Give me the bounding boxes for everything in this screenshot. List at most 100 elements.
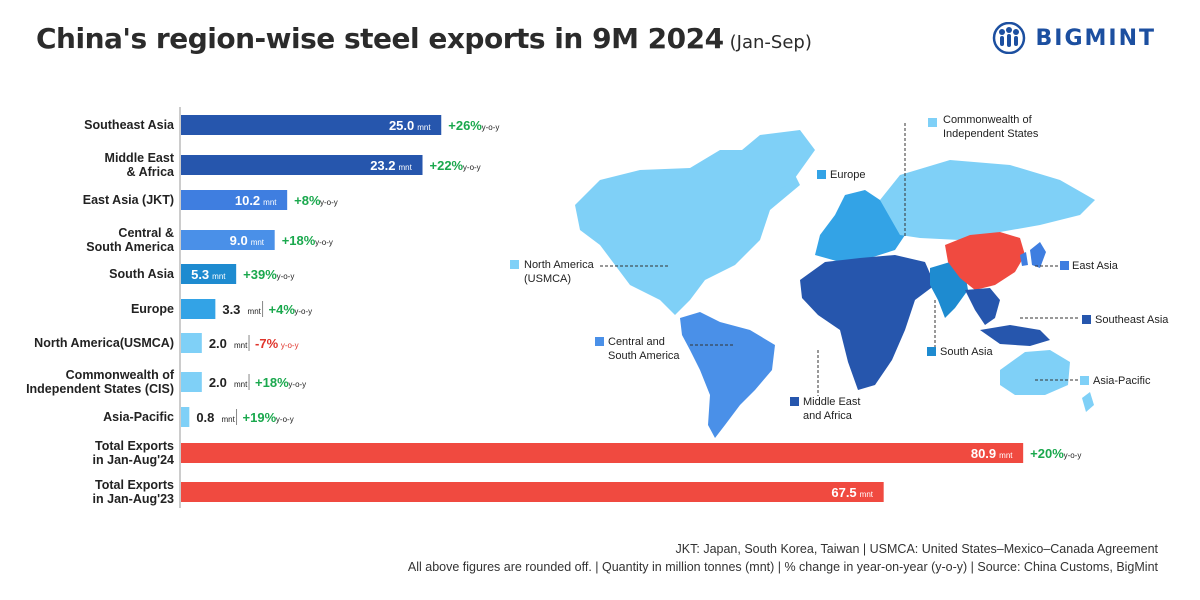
category-label-8: Asia-Pacific xyxy=(103,410,174,424)
chart-title-period: (Jan-Sep) xyxy=(729,32,812,53)
unit-label-9: mnt xyxy=(999,451,1013,460)
value-label-2: 10.2 xyxy=(235,193,260,208)
value-label-4: 5.3 xyxy=(191,267,209,282)
change-label-2: +8% xyxy=(294,193,321,208)
map-legend-swatch-2 xyxy=(510,260,519,269)
bar-1 xyxy=(181,155,423,175)
chart-title: China's region-wise steel exports in 9M … xyxy=(36,22,724,55)
unit-label-1: mnt xyxy=(399,163,413,172)
footnote-abbreviations: JKT: Japan, South Korea, Taiwan | USMCA:… xyxy=(675,542,1158,556)
greenland-shape xyxy=(730,130,815,195)
value-label-6: 2.0 xyxy=(209,336,227,351)
unit-label-2: mnt xyxy=(263,198,277,207)
change-suffix-5: y-o-y xyxy=(294,307,312,316)
value-label-1: 23.2 xyxy=(370,158,395,173)
change-suffix-0: y-o-y xyxy=(482,123,500,132)
category-label-2: East Asia (JKT) xyxy=(83,193,174,207)
chart-title-block: China's region-wise steel exports in 9M … xyxy=(36,22,812,55)
category-label-3: Central & South America xyxy=(86,226,175,254)
brand-name: BIGMINT xyxy=(1035,25,1156,51)
cis-shape xyxy=(880,160,1095,240)
value-label-9: 80.9 xyxy=(971,446,996,461)
bar-8 xyxy=(181,407,190,427)
new-zealand-shape xyxy=(1082,392,1094,412)
bigmint-people-logo-icon xyxy=(993,22,1026,54)
map-legend-swatch-7 xyxy=(1080,376,1089,385)
map-legend-label-1: Europe xyxy=(830,169,865,181)
bar-4 xyxy=(181,264,237,284)
map-legend-label-2: North America (USMCA) xyxy=(524,259,595,285)
map-legend-swatch-4 xyxy=(1082,315,1091,324)
change-suffix-3: y-o-y xyxy=(315,238,333,247)
change-suffix-7: y-o-y xyxy=(288,380,306,389)
value-label-5: 3.3 xyxy=(222,302,240,317)
europe-shape xyxy=(815,190,905,262)
change-label-6: -7% xyxy=(255,336,279,351)
middle-east-africa-shape xyxy=(800,255,935,390)
unit-label-7: mnt xyxy=(234,380,248,389)
map-legend-swatch-8 xyxy=(790,397,799,406)
map-callouts: Commonwealth of Independent States Europe N… xyxy=(510,114,1169,422)
north-america-shape xyxy=(575,150,800,315)
value-label-0: 25.0 xyxy=(389,118,414,133)
change-suffix-9: y-o-y xyxy=(1064,451,1082,460)
bar-10 xyxy=(181,482,884,502)
south-america-shape xyxy=(680,312,775,438)
change-label-7: +18% xyxy=(255,375,289,390)
southeast-asia-islands-shape xyxy=(980,325,1050,346)
map-legend-swatch-0 xyxy=(928,118,937,127)
category-label-1: Middle East & Africa xyxy=(105,151,176,179)
map-legend-label-6: South Asia xyxy=(940,346,993,358)
category-label-7: Commonwealth of Independent States (CIS) xyxy=(26,368,175,396)
bar-0 xyxy=(181,115,442,135)
map-legend-label-0: Commonwealth of Independent States xyxy=(943,114,1039,140)
asia-pacific-shape xyxy=(1000,350,1070,395)
value-label-10: 67.5 xyxy=(831,485,856,500)
unit-label-8: mnt xyxy=(222,415,236,424)
value-label-3: 9.0 xyxy=(230,233,248,248)
map-legend-label-5: Central and South America xyxy=(608,336,680,362)
change-label-4: +39% xyxy=(243,267,277,282)
map-legend-swatch-3 xyxy=(1060,261,1069,270)
category-label-10: Total Exports in Jan-Aug'23 xyxy=(93,478,175,506)
change-label-9: +20% xyxy=(1030,446,1064,461)
unit-label-10: mnt xyxy=(860,490,874,499)
bar-7 xyxy=(181,372,202,392)
map-legend-label-4: Southeast Asia xyxy=(1095,314,1169,326)
bar-5 xyxy=(181,299,216,319)
change-label-1: +22% xyxy=(430,158,464,173)
change-label-8: +19% xyxy=(243,410,277,425)
bar-2 xyxy=(181,190,288,210)
southeast-asia-shape xyxy=(965,288,1000,325)
change-label-5: +4% xyxy=(269,302,296,317)
china-shape xyxy=(945,232,1025,290)
change-suffix-8: y-o-y xyxy=(276,415,294,424)
bar-6 xyxy=(181,333,202,353)
category-label-5: Europe xyxy=(131,302,174,316)
change-suffix-2: y-o-y xyxy=(320,198,338,207)
unit-label-4: mnt xyxy=(212,272,226,281)
change-suffix-6: y-o-y xyxy=(281,341,299,350)
category-label-4: South Asia xyxy=(109,267,175,281)
east-asia-shape xyxy=(1030,242,1046,268)
map-legend-label-7: Asia-Pacific xyxy=(1093,375,1151,387)
change-label-0: +26% xyxy=(448,118,482,133)
bar-9 xyxy=(181,443,1024,463)
map-legend-label-3: East Asia xyxy=(1072,260,1119,272)
change-suffix-1: y-o-y xyxy=(463,163,481,172)
footnote-source: All above figures are rounded off. | Qua… xyxy=(407,560,1158,574)
unit-label-5: mnt xyxy=(248,307,262,316)
brand-logo: BIGMINT xyxy=(991,22,1156,54)
value-label-7: 2.0 xyxy=(209,375,227,390)
unit-label-3: mnt xyxy=(251,238,265,247)
map-legend-swatch-5 xyxy=(595,337,604,346)
map-legend-swatch-6 xyxy=(927,347,936,356)
category-label-6: North America(USMCA) xyxy=(34,336,174,350)
east-asia-korea-shape xyxy=(1020,252,1028,266)
unit-label-0: mnt xyxy=(417,123,431,132)
map-legend-label-8: Middle East and Africa xyxy=(803,396,860,422)
change-label-3: +18% xyxy=(282,233,316,248)
value-label-8: 0.8 xyxy=(196,410,214,425)
